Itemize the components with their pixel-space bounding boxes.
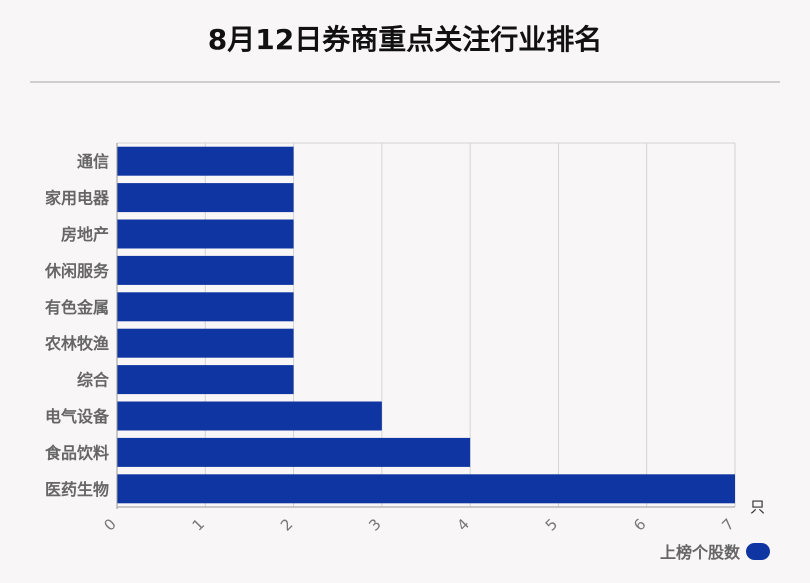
title-divider (30, 81, 780, 83)
category-label: 食品饮料 (44, 443, 109, 462)
bar (117, 255, 294, 285)
bar (117, 328, 294, 358)
bar (117, 219, 294, 249)
category-label: 综合 (77, 371, 110, 390)
chart-title: 8月12日券商重点关注行业排名 (207, 23, 603, 56)
legend-swatch (746, 542, 770, 560)
bar (117, 292, 294, 322)
x-tick-label: 5 (542, 515, 561, 534)
x-tick-label: 3 (365, 515, 384, 534)
category-label: 房地产 (61, 225, 109, 244)
bar (117, 365, 294, 395)
bar (117, 474, 735, 504)
category-label: 医药生物 (45, 480, 109, 499)
legend: 上榜个股数 (660, 539, 770, 563)
category-label: 通信 (77, 152, 109, 171)
category-label: 电气设备 (45, 407, 110, 426)
x-tick-label: 7 (718, 515, 737, 534)
x-tick-label: 6 (630, 515, 649, 534)
x-tick-label: 2 (277, 515, 296, 534)
x-tick-label: 1 (189, 515, 208, 534)
category-label: 休闲服务 (44, 261, 110, 280)
x-axis-label: 只 (750, 498, 765, 516)
bar (117, 401, 382, 431)
category-label: 家用电器 (45, 189, 110, 208)
bar (117, 146, 294, 176)
bar (117, 183, 294, 213)
x-tick-label: 4 (453, 515, 472, 534)
category-label: 有色金属 (45, 298, 109, 317)
legend-label: 上榜个股数 (659, 543, 740, 562)
category-label: 农林牧渔 (44, 334, 109, 353)
bar (117, 437, 471, 467)
x-tick-label: 0 (100, 515, 119, 534)
